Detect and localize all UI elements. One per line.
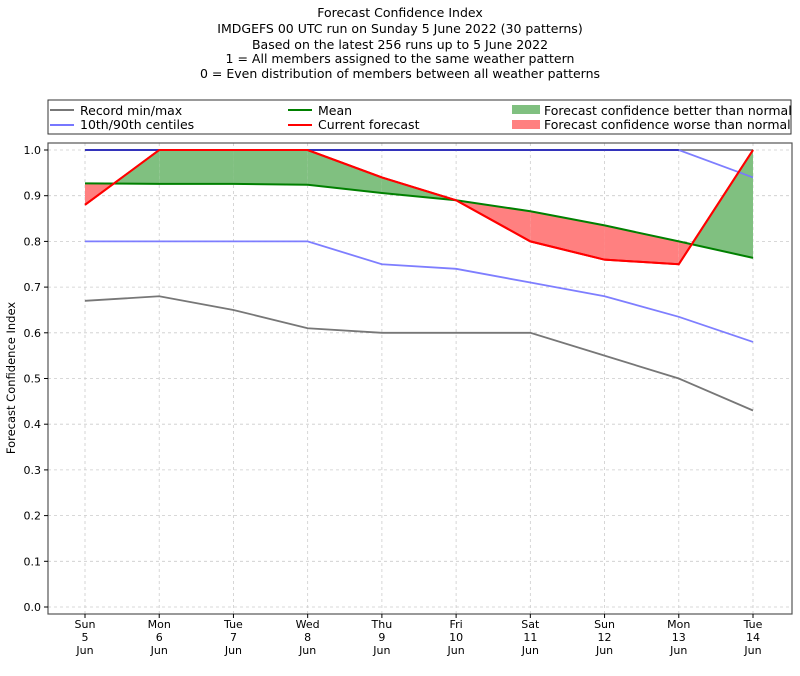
x-tick-label: Sun: [594, 618, 615, 631]
fill-worse-than-normal: [604, 225, 679, 265]
x-tick-label: Jun: [669, 644, 687, 657]
y-tick-label: 0.1: [24, 555, 42, 568]
x-tick-label: Sat: [521, 618, 540, 631]
x-tick-label: 11: [523, 631, 537, 644]
title-line-2: IMDGEFS 00 UTC run on Sunday 5 June 2022…: [217, 21, 582, 36]
x-tick-label: Jun: [75, 644, 93, 657]
title-line-1: Forecast Confidence Index: [317, 5, 483, 20]
series-line-10th-centile: [85, 240, 754, 343]
legend-label-mean: Mean: [318, 103, 352, 118]
legend-label-better: Forecast confidence better than normal: [544, 103, 792, 118]
x-tick-label: Fri: [450, 618, 463, 631]
y-axis: 0.0 0.1 0.2 0.3 0.4 0.5 0.6 0.7 0.8 0.9 1.0: [24, 144, 48, 614]
legend-label-current: Current forecast: [318, 117, 420, 132]
x-tick-label: 14: [746, 631, 760, 644]
x-axis: Sun5JunMon6JunTue7JunWed8JunThu9JunFri10…: [75, 614, 763, 657]
legend-label-centiles: 10th/90th centiles: [80, 117, 194, 132]
series-lines: [84, 149, 754, 412]
x-tick-label: 12: [598, 631, 612, 644]
x-tick-label: Jun: [743, 644, 761, 657]
x-tick-label: Tue: [743, 618, 763, 631]
y-tick-label: 0.2: [24, 510, 42, 523]
y-tick-label: 0.3: [24, 464, 42, 477]
series-line-record-min: [84, 295, 754, 412]
x-tick-label: Jun: [372, 644, 390, 657]
y-tick-label: 0.9: [24, 190, 42, 203]
fill-better-than-normal: [691, 150, 753, 258]
y-tick-label: 0.6: [24, 327, 42, 340]
fill-worse-than-normal: [530, 211, 605, 260]
x-tick-label: Mon: [148, 618, 171, 631]
y-tick-label: 0.8: [24, 235, 42, 248]
x-tick-label: 8: [304, 631, 311, 644]
y-axis-label: Forecast Confidence Index: [4, 302, 18, 454]
legend-label-record: Record min/max: [80, 103, 182, 118]
x-tick-label: Jun: [224, 644, 242, 657]
legend-swatch-worse: [512, 120, 540, 129]
y-tick-label: 0.7: [24, 281, 42, 294]
x-tick-label: 6: [156, 631, 163, 644]
x-tick-label: Jun: [521, 644, 539, 657]
title-line-5: 0 = Even distribution of members between…: [200, 66, 600, 81]
chart-title: Forecast Confidence Index IMDGEFS 00 UTC…: [200, 5, 600, 81]
fill-better-than-normal: [159, 150, 234, 184]
legend: Record min/max 10th/90th centiles Mean C…: [47, 99, 792, 135]
title-line-3: Based on the latest 256 runs up to 5 Jun…: [252, 37, 548, 52]
legend-label-worse: Forecast confidence worse than normal: [544, 117, 791, 132]
series-line-current-forecast-top: [84, 149, 754, 266]
x-tick-label: Wed: [296, 618, 320, 631]
confidence-fills: [85, 150, 753, 265]
x-tick-label: 13: [672, 631, 686, 644]
fill-better-than-normal: [233, 150, 308, 185]
legend-swatch-better: [512, 105, 540, 114]
x-tick-label: 7: [230, 631, 237, 644]
y-tick-label: 0.0: [24, 601, 42, 614]
x-tick-label: Jun: [595, 644, 613, 657]
x-tick-label: 10: [449, 631, 463, 644]
x-tick-label: Jun: [150, 644, 168, 657]
x-tick-label: Tue: [223, 618, 243, 631]
series-line-mean: [84, 182, 754, 259]
x-tick-label: Jun: [447, 644, 465, 657]
x-tick-label: Thu: [371, 618, 393, 631]
y-tick-label: 0.5: [24, 373, 42, 386]
y-tick-label: 0.4: [24, 418, 42, 431]
x-tick-label: Mon: [667, 618, 690, 631]
x-tick-label: Sun: [75, 618, 96, 631]
y-tick-label: 1.0: [24, 144, 42, 157]
title-line-4: 1 = All members assigned to the same wea…: [226, 51, 575, 66]
fill-better-than-normal: [307, 150, 382, 193]
x-tick-label: 9: [378, 631, 385, 644]
x-tick-label: 5: [82, 631, 89, 644]
legend-frame: [47, 99, 792, 135]
x-tick-label: Jun: [298, 644, 316, 657]
